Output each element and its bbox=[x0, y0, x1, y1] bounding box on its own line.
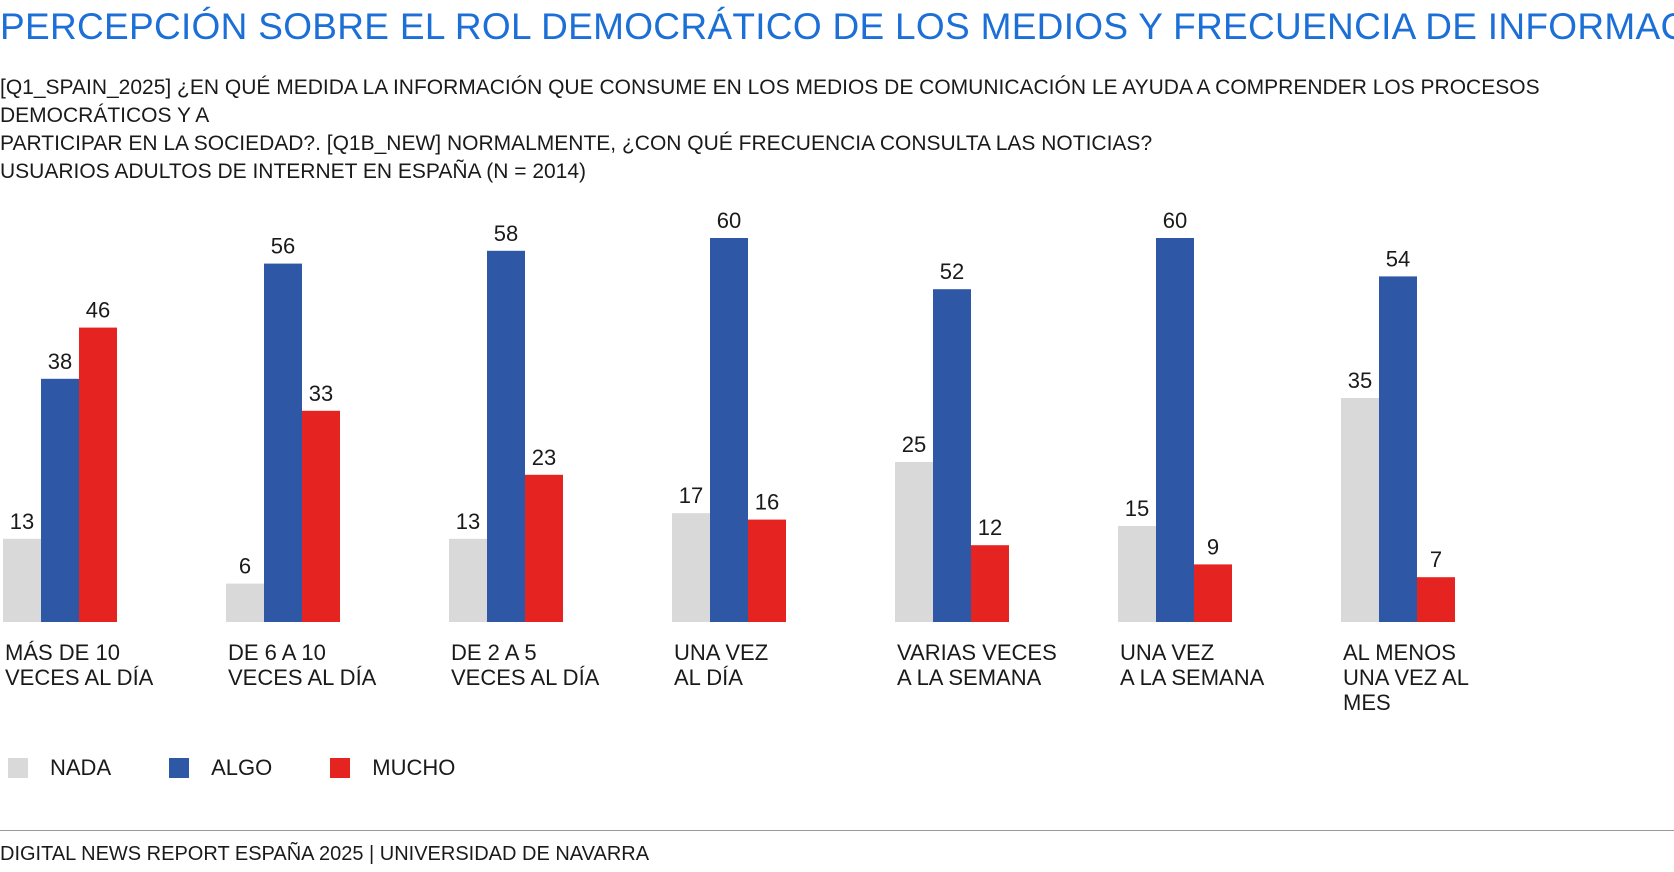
bar-algo bbox=[933, 289, 971, 622]
bar-group-varias-veces-a-la-semana: 25 52 12 bbox=[895, 259, 1009, 622]
data-label-nada: 6 bbox=[239, 554, 251, 579]
bar-mucho bbox=[525, 474, 563, 622]
bar-nada bbox=[672, 513, 710, 622]
bar-nada bbox=[1341, 398, 1379, 622]
legend-item-mucho: MUCHO bbox=[330, 755, 455, 781]
bar-algo bbox=[1156, 238, 1194, 622]
data-label-nada: 13 bbox=[456, 509, 480, 534]
subtitle-line-1: [Q1_SPAIN_2025] ¿EN QUÉ MEDIDA LA INFORM… bbox=[0, 76, 1546, 127]
category-label-al-menos-una-vez-al-mes: AL MENOS UNA VEZ AL MES bbox=[1343, 640, 1469, 715]
legend-item-algo: ALGO bbox=[169, 755, 272, 781]
data-label-algo: 60 bbox=[717, 208, 741, 233]
bar-mucho bbox=[1194, 564, 1232, 622]
legend-label: NADA bbox=[50, 755, 112, 780]
bar-nada bbox=[449, 538, 487, 622]
data-label-mucho: 23 bbox=[532, 445, 556, 470]
data-label-nada: 13 bbox=[10, 509, 34, 534]
footer-divider bbox=[0, 830, 1674, 831]
data-label-algo: 54 bbox=[1386, 246, 1410, 271]
legend-label: ALGO bbox=[211, 755, 273, 780]
data-label-algo: 52 bbox=[940, 259, 964, 284]
category-label-mas-de-10-veces-al-dia: MÁS DE 10 VECES AL DÍA bbox=[5, 640, 154, 690]
category-label-una-vez-al-dia: UNA VEZ AL DÍA bbox=[674, 640, 769, 690]
legend-swatch bbox=[169, 758, 190, 778]
data-label-mucho: 33 bbox=[309, 381, 333, 406]
data-label-mucho: 16 bbox=[755, 490, 779, 515]
legend-swatch bbox=[8, 758, 28, 778]
bar-group-de-2-a-5-veces-al-dia: 13 58 23 bbox=[449, 221, 563, 623]
category-label-varias-veces-a-la-semana: VARIAS VECES A LA SEMANA bbox=[897, 640, 1057, 690]
chart-title: PERCEPCIÓN SOBRE EL ROL DEMOCRÁTICO DE L… bbox=[0, 6, 1674, 47]
footer-source: DIGITAL NEWS REPORT ESPAÑA 2025 | UNIVER… bbox=[0, 843, 650, 865]
bar-mucho bbox=[79, 327, 117, 622]
bar-algo bbox=[41, 378, 79, 622]
bar-mucho bbox=[971, 545, 1009, 622]
bar-mucho bbox=[302, 410, 340, 622]
bar-chart: 13 38 46 6 56 33 13 58 23 17 60 16 25 52 12 15 60 9 35 54 7 bbox=[3, 208, 1455, 623]
data-label-mucho: 12 bbox=[978, 515, 1002, 540]
bar-nada bbox=[895, 462, 933, 622]
bar-algo bbox=[264, 263, 302, 622]
bar-group-al-menos-una-vez-al-mes: 35 54 7 bbox=[1341, 246, 1455, 622]
bar-group-de-6-a-10-veces-al-dia: 6 56 33 bbox=[226, 234, 340, 622]
data-label-nada: 35 bbox=[1348, 368, 1372, 393]
data-label-nada: 25 bbox=[902, 432, 926, 457]
bar-group-mas-de-10-veces-al-dia: 13 38 46 bbox=[3, 298, 117, 622]
bar-group-una-vez-al-dia: 17 60 16 bbox=[672, 208, 786, 622]
chart-legend: NADA ALGO MUCHO bbox=[8, 755, 513, 781]
category-label-una-vez-a-la-semana: UNA VEZ A LA SEMANA bbox=[1120, 640, 1265, 690]
legend-label: MUCHO bbox=[372, 755, 456, 780]
data-label-mucho: 7 bbox=[1430, 547, 1442, 572]
bar-algo bbox=[1379, 276, 1417, 622]
data-label-algo: 60 bbox=[1163, 208, 1187, 233]
subtitle-line-2: PARTICIPAR EN LA SOCIEDAD?. [Q1B_NEW] NO… bbox=[0, 132, 1153, 155]
bar-nada bbox=[1118, 526, 1156, 622]
legend-swatch bbox=[330, 758, 351, 778]
subtitle-line-3: USUARIOS ADULTOS DE INTERNET EN ESPAÑA (… bbox=[0, 160, 587, 183]
bar-group-una-vez-a-la-semana: 15 60 9 bbox=[1118, 208, 1232, 622]
data-label-nada: 17 bbox=[679, 483, 703, 508]
category-label-de-6-a-10-veces-al-dia: DE 6 A 10 VECES AL DÍA bbox=[228, 640, 377, 690]
legend-item-nada: NADA bbox=[8, 755, 111, 781]
data-label-algo: 56 bbox=[271, 234, 295, 259]
data-label-algo: 38 bbox=[48, 349, 72, 374]
bar-algo bbox=[487, 250, 525, 623]
bar-nada bbox=[3, 538, 41, 622]
bar-algo bbox=[710, 238, 748, 622]
bar-mucho bbox=[748, 519, 786, 622]
category-label-de-2-a-5-veces-al-dia: DE 2 A 5 VECES AL DÍA bbox=[451, 640, 600, 690]
bar-nada bbox=[226, 583, 264, 622]
chart-subtitle: [Q1_SPAIN_2025] ¿EN QUÉ MEDIDA LA INFORM… bbox=[0, 74, 1660, 186]
data-label-mucho: 46 bbox=[86, 298, 110, 323]
data-label-mucho: 9 bbox=[1207, 534, 1219, 559]
data-label-nada: 15 bbox=[1125, 496, 1149, 521]
bar-mucho bbox=[1417, 577, 1455, 622]
data-label-algo: 58 bbox=[494, 221, 518, 246]
